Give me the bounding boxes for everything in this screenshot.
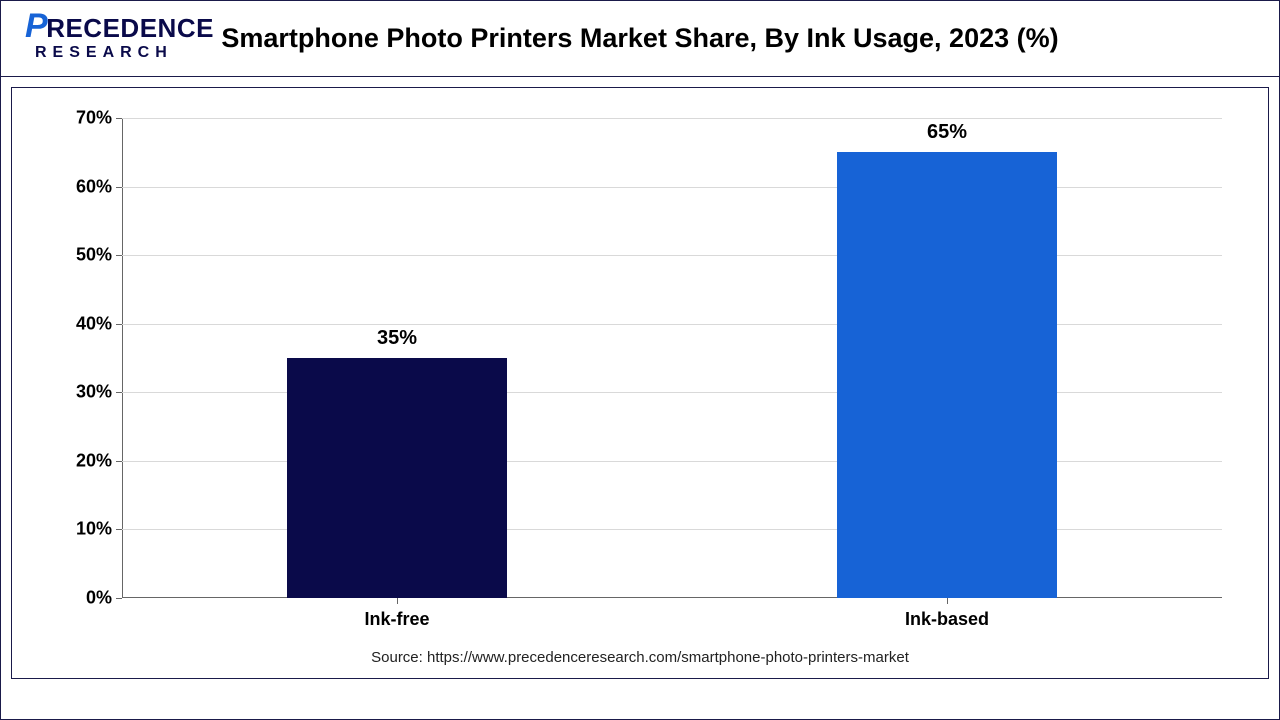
y-tick-label: 10% [62,519,112,540]
y-tick-mark [116,392,122,393]
y-tick-mark [116,324,122,325]
y-tick-label: 30% [62,382,112,403]
logo-line2: RESEARCH [35,45,214,61]
bar-value-label: 65% [847,121,1047,144]
y-tick-label: 20% [62,450,112,471]
y-tick-mark [116,255,122,256]
x-tick-mark [397,598,398,604]
bar [287,358,507,598]
bar-value-label: 35% [297,327,497,350]
y-tick-label: 40% [62,313,112,334]
logo-line1: P RECEDENCE [25,9,214,43]
logo-rest: RECEDENCE [46,15,214,41]
brand-logo: P RECEDENCE RESEARCH [25,9,214,61]
y-tick-label: 60% [62,176,112,197]
outer-frame: P RECEDENCE RESEARCH Smartphone Photo Pr… [0,0,1280,720]
bar [837,152,1057,598]
grid-line [122,324,1222,325]
header-band: P RECEDENCE RESEARCH Smartphone Photo Pr… [1,1,1279,77]
y-axis [122,118,123,598]
grid-line [122,118,1222,119]
grid-line [122,255,1222,256]
y-tick-mark [116,187,122,188]
y-tick-label: 70% [62,108,112,129]
y-tick-mark [116,529,122,530]
grid-line [122,187,1222,188]
y-tick-label: 0% [62,588,112,609]
plot-area: 0%10%20%30%40%50%60%70%35%Ink-free65%Ink… [122,118,1222,598]
category-label: Ink-free [297,609,497,630]
chart-frame: 0% 10% 20% 30% 40% 50% 60% 70% 35% Ink-free 65% Ink… [11,87,1269,679]
y-tick-mark [116,118,122,119]
y-tick-mark [116,598,122,599]
y-tick-mark [116,461,122,462]
category-label: Ink-based [847,609,1047,630]
y-tick-label: 50% [62,245,112,266]
x-tick-mark [947,598,948,604]
logo-p-letter: P [25,9,48,43]
source-text: Source: https://www.precedenceresearch.c… [12,649,1268,666]
